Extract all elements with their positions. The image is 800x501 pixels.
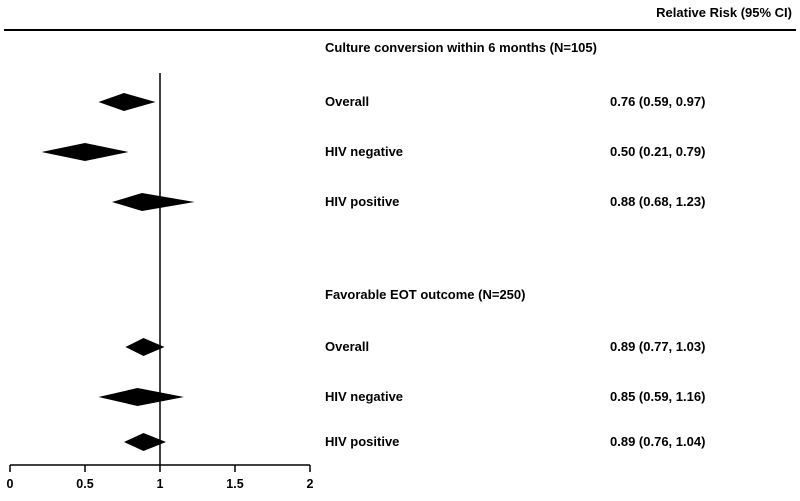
row-label: HIV positive — [325, 194, 400, 209]
x-axis-tick-label: 0 — [7, 477, 14, 491]
x-axis-tick-label: 1 — [157, 477, 164, 491]
ci-diamond — [41, 143, 129, 161]
row-label: HIV negative — [325, 389, 404, 404]
header-divider-line — [4, 29, 796, 31]
group-title: Culture conversion within 6 months (N=10… — [325, 40, 597, 55]
row-estimate-ci-text: 0.89 (0.76, 1.04) — [610, 434, 706, 449]
row-estimate-ci-text: 0.88 (0.68, 1.23) — [610, 194, 706, 209]
x-axis-tick-label: 0.5 — [76, 477, 93, 491]
row-estimate-ci-text: 0.50 (0.21, 0.79) — [610, 144, 706, 159]
row-estimate-ci-text: 0.76 (0.59, 0.97) — [610, 94, 706, 109]
row-label: HIV negative — [325, 144, 404, 159]
ci-diamond — [124, 433, 166, 451]
column-header-relative-risk: Relative Risk (95% CI) — [656, 5, 792, 20]
row-label: Overall — [325, 339, 370, 354]
ci-diamond — [98, 388, 184, 406]
x-axis-tick-label: 2 — [307, 477, 314, 491]
group-title: Favorable EOT outcome (N=250) — [325, 287, 526, 302]
row-label: Overall — [325, 94, 370, 109]
ci-diamond — [112, 193, 195, 211]
ci-diamond — [98, 93, 156, 111]
row-estimate-ci-text: 0.89 (0.77, 1.03) — [610, 339, 706, 354]
x-axis-tick-label: 1.5 — [226, 477, 243, 491]
ci-diamond — [125, 338, 165, 356]
row-label: HIV positive — [325, 434, 400, 449]
row-estimate-ci-text: 0.85 (0.59, 1.16) — [610, 389, 706, 404]
